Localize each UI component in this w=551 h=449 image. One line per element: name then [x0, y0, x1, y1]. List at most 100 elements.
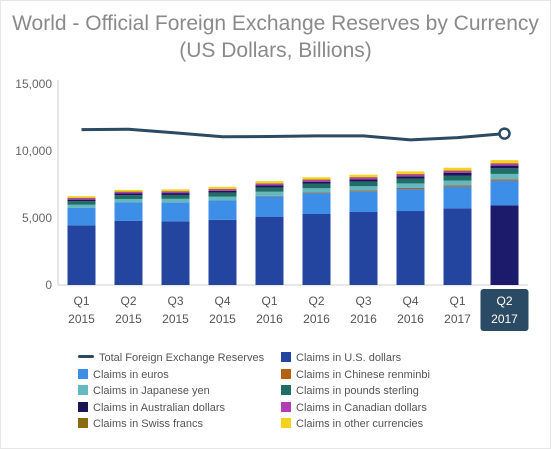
bar-segment: [490, 163, 519, 166]
bar-segment: [396, 171, 425, 175]
bar-segment: [67, 225, 96, 285]
bar-segment: [443, 170, 472, 172]
x-tick-label-year: 2016: [303, 312, 330, 326]
bar-segment: [208, 186, 237, 189]
legend-item: Claims in Chinese renminbi: [281, 367, 430, 383]
x-tick-label-quarter: Q1: [73, 294, 89, 308]
bar-segment: [349, 179, 378, 182]
x-tick-label-year: 2016: [397, 312, 424, 326]
legend-item: Claims in Swiss francs: [78, 416, 203, 432]
bar-segment: [255, 216, 284, 285]
bar-segment: [208, 188, 237, 190]
legend-swatch: [78, 355, 94, 358]
legend-label: Claims in Japanese yen: [93, 385, 210, 397]
bar-segment: [396, 178, 425, 184]
bar-segment: [443, 185, 472, 187]
legend-item: Claims in U.S. dollars: [281, 350, 401, 366]
x-tick-label-year: 2016: [350, 312, 377, 326]
legend-item: Claims in other currencies: [281, 416, 423, 432]
bar-segment: [396, 211, 425, 285]
bar-segment: [161, 221, 190, 285]
legend-label: Claims in Chinese renminbi: [296, 368, 430, 381]
bar-segment: [67, 198, 96, 200]
bar-segment: [255, 185, 284, 188]
bar-segment: [208, 190, 237, 193]
bar-segment: [114, 191, 143, 194]
legend-swatch: [281, 401, 291, 412]
bar-segment: [114, 195, 143, 199]
legend-item: Claims in Australian dollars: [78, 400, 225, 416]
legend-swatch: [78, 418, 88, 428]
bar-segment: [161, 198, 190, 203]
bar-segment: [208, 189, 237, 191]
legend-swatch: [281, 368, 291, 379]
bar-segment: [255, 196, 284, 217]
y-tick-label: 10,000: [15, 144, 52, 158]
bar-segment: [302, 179, 331, 182]
legend-label: Claims in Swiss francs: [93, 418, 204, 430]
legend-swatch: [78, 385, 88, 395]
bar-segment: [490, 205, 519, 285]
bar-segment: [349, 177, 378, 178]
bar-segment: [208, 219, 237, 285]
bar-segment: [255, 195, 284, 197]
bar-segment: [302, 188, 331, 193]
legend-swatch: [78, 368, 88, 379]
bar-segment: [67, 204, 96, 208]
bar-segment: [443, 208, 472, 285]
bar-segment: [255, 183, 284, 184]
bar-segment: [161, 202, 190, 222]
bar-segment: [490, 160, 519, 164]
x-tick-label-quarter: Q3: [355, 294, 371, 308]
bar-segment: [67, 201, 96, 205]
total-reserves-marker: [498, 127, 511, 140]
bar-segment: [396, 183, 425, 188]
y-tick-label: 0: [45, 278, 52, 292]
x-tick-label-quarter: Q4: [402, 294, 418, 308]
bar-segment: [490, 163, 519, 164]
bar-segment: [208, 200, 237, 220]
bar-segment: [302, 192, 331, 194]
x-tick-label-year: 2016: [256, 312, 283, 326]
x-tick-label-quarter: Q3: [167, 294, 183, 308]
bar-segment: [67, 199, 96, 202]
bar-segment: [490, 179, 519, 181]
bar-segment: [443, 170, 472, 173]
x-tick-label-quarter: Q2: [308, 294, 324, 308]
bar-segment: [114, 202, 143, 221]
bar-segment: [255, 187, 284, 192]
x-tick-label-year: 2015: [209, 312, 236, 326]
legend-item: Claims in euros: [78, 367, 169, 383]
legend-item: Claims in Japanese yen: [78, 383, 210, 399]
bar-segment: [114, 193, 143, 196]
bar-segment: [396, 174, 425, 175]
x-tick-label-quarter: Q1: [261, 294, 277, 308]
bar-segment: [349, 181, 378, 187]
x-tick-label-quarter: Q2: [120, 294, 136, 308]
bar-segment: [67, 196, 96, 198]
bar-segment: [114, 191, 143, 193]
x-tick-label-quarter: Q4: [214, 294, 230, 308]
bar-segment: [396, 176, 425, 179]
bar-segment: [443, 172, 472, 176]
bar-segment: [490, 180, 519, 206]
bar-segment: [349, 191, 378, 212]
bar-segment: [114, 220, 143, 285]
bar-segment: [302, 179, 331, 181]
bar-segment: [349, 211, 378, 285]
bar-segment: [255, 181, 284, 184]
bar-segment: [67, 197, 96, 199]
legend-label: Claims in Australian dollars: [93, 401, 226, 414]
bar-segment: [302, 181, 331, 184]
bar-segment: [114, 198, 143, 203]
legend-label: Claims in euros: [93, 368, 169, 381]
bar-segment: [302, 183, 331, 189]
bar-segment: [114, 189, 143, 192]
bar-segment: [443, 186, 472, 209]
bar-segment: [161, 194, 190, 199]
legend-item: Total Foreign Exchange Reserves: [78, 350, 264, 366]
bar-segment: [349, 190, 378, 192]
bar-segment: [490, 173, 519, 180]
legend-label: Claims in U.S. dollars: [296, 352, 402, 364]
